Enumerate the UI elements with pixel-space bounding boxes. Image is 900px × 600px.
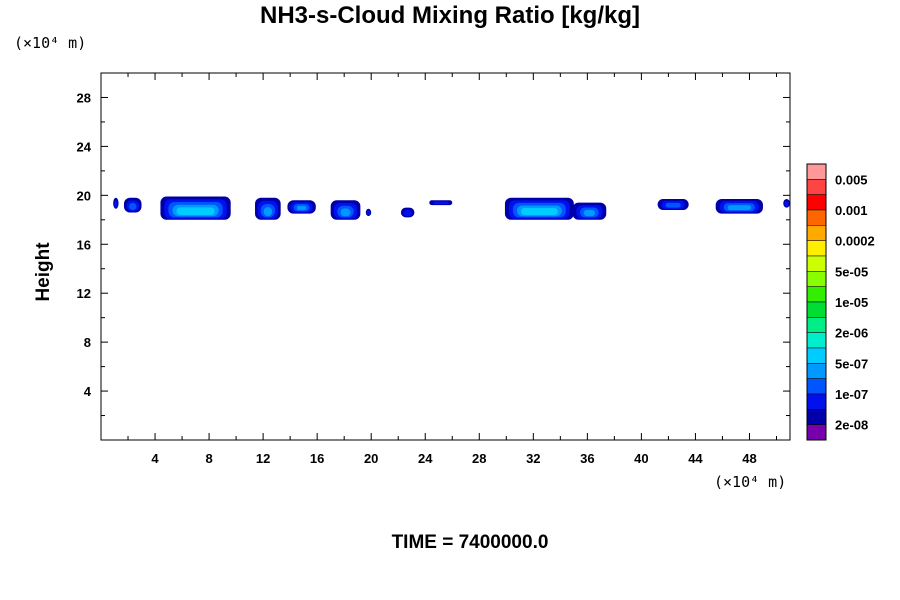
cloud-contour	[114, 200, 118, 208]
colorbar-swatch	[806, 240, 827, 257]
colorbar-swatch	[806, 255, 827, 272]
y-tick-label: 16	[77, 237, 91, 252]
colorbar-swatch	[806, 271, 827, 287]
y-tick-label: 4	[84, 384, 92, 399]
colorbar-swatch	[806, 393, 827, 410]
cloud-contour	[128, 202, 137, 211]
cloud-blob	[330, 200, 361, 220]
cloud-contour	[366, 210, 371, 215]
x-tick-label: 36	[580, 451, 594, 466]
cloud-blob	[255, 197, 281, 220]
colorbar-swatch	[806, 409, 827, 425]
time-label: TIME = 7400000.0	[391, 532, 549, 553]
colorbar-swatch	[806, 225, 827, 241]
cloud-contour	[403, 209, 412, 217]
cloud-blob	[160, 196, 231, 220]
colorbar-swatch	[806, 179, 827, 195]
cloud-contour	[727, 205, 751, 211]
y-axis-unit: (×10⁴ m)	[14, 34, 87, 52]
x-tick-label: 16	[310, 451, 324, 466]
cloud-blob	[504, 197, 574, 220]
cloud-contour	[433, 201, 449, 205]
cloud-blob	[715, 199, 763, 214]
x-tick-label: 20	[364, 451, 378, 466]
plot-frame	[100, 72, 791, 441]
colorbar-label: 0.005	[835, 172, 868, 187]
y-tick-label: 28	[77, 90, 91, 105]
x-tick-label: 32	[526, 451, 540, 466]
y-tick-label: 24	[77, 139, 92, 154]
cloud-contour	[176, 207, 215, 215]
colorbar-frame	[806, 163, 827, 441]
cloud-blob	[572, 202, 607, 220]
chart-title: NH3-s-Cloud Mixing Ratio [kg/kg]	[260, 2, 640, 29]
colorbar-swatch	[806, 363, 827, 379]
cloud-contour	[340, 208, 351, 217]
x-tick-label: 48	[742, 451, 756, 466]
cloud-contour	[263, 207, 273, 217]
cloud-blob	[123, 197, 142, 213]
cloud-contour	[520, 208, 558, 215]
x-tick-label: 24	[418, 451, 433, 466]
cloud-blob	[287, 200, 316, 214]
colorbar-label: 5e-07	[835, 356, 868, 371]
cloud-blob	[113, 197, 119, 209]
colorbar-swatch	[806, 347, 827, 364]
x-axis-unit: (×10⁴ m)	[714, 473, 787, 491]
cloud-contour	[784, 201, 789, 207]
y-tick-label: 8	[84, 335, 91, 350]
colorbar-swatch	[806, 332, 827, 349]
y-tick-label: 20	[77, 188, 91, 203]
colorbar-swatch	[806, 378, 827, 395]
colorbar-swatch	[806, 424, 827, 441]
colorbar-swatch	[806, 163, 827, 180]
x-tick-label: 4	[151, 451, 159, 466]
colorbar-label: 5e-05	[835, 264, 868, 279]
colorbar-label: 0.0002	[835, 234, 875, 249]
cloud-contour	[296, 205, 307, 211]
cloud-blob	[783, 199, 790, 208]
colorbar-label: 1e-07	[835, 387, 868, 402]
colorbar-label: 2e-08	[835, 418, 868, 433]
colorbar-swatch	[806, 194, 827, 211]
colorbar-label: 1e-05	[835, 295, 868, 310]
colorbar-swatch	[806, 301, 827, 318]
colorbar: 0.005 0.001 0.0002 5e-05 1e-05 2e-06 5e-07 1e-0…	[806, 163, 875, 441]
cloud-blob	[657, 199, 689, 211]
x-tick-label: 44	[688, 451, 703, 466]
y-tick-label: 12	[77, 286, 91, 301]
x-tick-label: 28	[472, 451, 486, 466]
cloud-blob	[429, 200, 453, 206]
x-tick-label: 40	[634, 451, 648, 466]
colorbar-label: 0.001	[835, 203, 868, 218]
cloud-contour	[665, 202, 681, 208]
x-tick-label: 12	[256, 451, 270, 466]
colorbar-label: 2e-06	[835, 326, 868, 341]
x-tick-label: 8	[205, 451, 212, 466]
colorbar-swatch	[806, 209, 827, 226]
cloud-field	[113, 196, 790, 220]
colorbar-swatch	[806, 286, 827, 303]
cloud-blob	[365, 208, 372, 217]
cloud-blob	[400, 207, 415, 218]
cloud-contour	[583, 209, 596, 217]
colorbar-swatch	[806, 317, 827, 333]
